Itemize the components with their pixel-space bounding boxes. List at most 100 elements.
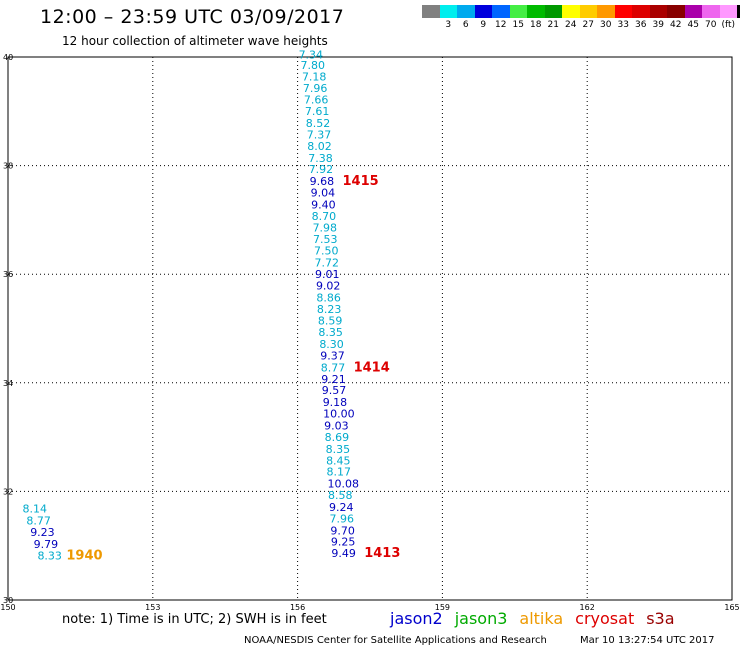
wave-height-value: 7.53 — [313, 233, 338, 246]
wave-height-value: 9.23 — [30, 526, 55, 539]
credit-line: NOAA/NESDIS Center for Satellite Applica… — [244, 635, 547, 646]
wave-height-value: 8.35 — [318, 326, 343, 339]
legend-swatch — [667, 5, 685, 18]
wave-height-value: 7.72 — [314, 257, 339, 270]
wave-height-value: 9.70 — [330, 524, 355, 537]
legend-swatch — [579, 5, 597, 18]
generated-timestamp: Mar 10 13:27:54 UTC 2017 — [580, 635, 715, 646]
wave-height-value: 8.58 — [328, 489, 353, 502]
wave-height-value: 10.08 — [328, 478, 360, 491]
latitude-tick-label: 34 — [3, 379, 13, 388]
wave-height-value: 9.02 — [316, 279, 341, 292]
legend-swatches — [422, 5, 740, 18]
legend-tick-label: 3 — [445, 20, 452, 30]
latitude-tick-label: 36 — [3, 270, 13, 279]
pass-time-label: 1414 — [354, 360, 390, 375]
wave-height-value: 8.02 — [307, 140, 332, 153]
wave-height-value: 8.23 — [317, 303, 342, 316]
wave-height-value: 7.66 — [304, 94, 329, 107]
satellite-cryosat: cryosat — [575, 609, 635, 628]
wave-height-value: 8.69 — [325, 431, 350, 444]
latitude-tick-label: 40 — [3, 53, 13, 62]
wave-height-value: 9.49 — [331, 547, 356, 560]
legend-tick-label: 39 — [652, 20, 664, 30]
pass-time-label: 1415 — [342, 174, 378, 189]
legend-swatch — [649, 5, 667, 18]
latitude-tick-label: 32 — [3, 487, 13, 496]
pass-time-label: 1940 — [66, 548, 102, 563]
legend-tick-label: 27 — [582, 20, 594, 30]
wave-height-value: 8.86 — [316, 291, 341, 304]
map-title: 12:00 – 23:59 UTC 03/09/2017 — [40, 6, 345, 28]
wave-height-value: 9.21 — [321, 373, 346, 386]
legend-tick-label: 45 — [687, 20, 699, 30]
wave-height-value: 9.04 — [311, 187, 336, 200]
longitude-tick-labels: 150 153 156 159 162 165 — [0, 603, 739, 612]
legend-swatch — [562, 5, 580, 18]
legend-tick-label: 36 — [635, 20, 647, 30]
legend-tick-label: 21 — [547, 20, 559, 30]
wave-height-value: 7.18 — [302, 70, 327, 83]
legend-tick-labels: 3 6 9 12 15 18 21 24 27 30 33 36 39 42 45 70 (ft) — [422, 18, 740, 30]
legend-tick-label: 6 — [462, 20, 469, 30]
wave-height-value: 8.35 — [326, 443, 351, 456]
legend-tick-label: 42 — [670, 20, 682, 30]
pass-time-labels: 1415 1414 1413 1940 — [66, 174, 400, 563]
wave-height-value: 9.18 — [323, 396, 348, 409]
wave-height-value: 9.03 — [324, 419, 349, 432]
legend-swatch — [737, 5, 740, 18]
footer-note: note: 1) Time is in UTC; 2) SWH is in fe… — [62, 612, 327, 627]
legend-swatch — [457, 5, 475, 18]
legend-tick-label: 15 — [512, 20, 524, 30]
wave-height-value: 7.38 — [308, 152, 333, 165]
legend-swatch — [509, 5, 527, 18]
wave-height-value: 9.79 — [34, 538, 59, 551]
legend-tick-label: 30 — [600, 20, 612, 30]
wave-height-value: 9.57 — [322, 384, 347, 397]
wave-height-value: 7.61 — [305, 105, 330, 118]
wave-height-value: 7.34 — [299, 49, 324, 62]
wave-height-value: 7.50 — [314, 245, 339, 258]
wave-height-value: 8.45 — [326, 454, 351, 467]
latitude-tick-labels: 40 38 36 34 32 30 — [3, 53, 13, 605]
wave-height-value: 9.01 — [315, 268, 340, 281]
wave-height-value: 9.37 — [320, 349, 345, 362]
wave-height-value: 9.24 — [329, 501, 354, 514]
map-grid — [8, 57, 732, 600]
legend-swatch — [474, 5, 492, 18]
wave-height-value: 8.33 — [37, 549, 62, 562]
wave-height-value: 7.96 — [303, 82, 328, 95]
legend-swatch — [614, 5, 632, 18]
legend-swatch — [632, 5, 650, 18]
wave-height-value: 8.52 — [306, 117, 331, 130]
legend-tick-label: 24 — [565, 20, 577, 30]
satellite-jason2: jason2 — [390, 609, 443, 628]
latitude-tick-label: 38 — [3, 162, 13, 171]
wave-height-value: 9.40 — [311, 198, 336, 211]
wave-height-observations: 7.347.807.187.967.667.618.527.378.027.38… — [22, 49, 359, 563]
longitude-tick-label: 153 — [145, 603, 160, 612]
pass-time-label: 1413 — [364, 546, 400, 561]
satellite-legend: jason2 jason3 altika cryosat s3a — [390, 609, 687, 628]
satellite-altika: altika — [519, 609, 564, 628]
map-subtitle: 12 hour collection of altimeter wave hei… — [62, 34, 328, 48]
wave-height-value: 8.77 — [26, 515, 50, 528]
longitude-tick-label: 156 — [290, 603, 305, 612]
legend-swatch — [597, 5, 615, 18]
longitude-tick-label: 162 — [580, 603, 595, 612]
legend-tick-label: 33 — [617, 20, 629, 30]
wave-height-value: 8.77 — [321, 361, 346, 374]
wave-height-value: 8.17 — [327, 466, 352, 479]
legend-swatch — [684, 5, 702, 18]
color-legend: 3 6 9 12 15 18 21 24 27 30 33 36 39 42 45 70 (ft) — [422, 5, 740, 30]
map-frame — [7, 56, 733, 601]
legend-tick-label: 70 — [705, 20, 717, 30]
wave-height-value: 7.80 — [300, 59, 325, 72]
wave-height-value: 7.96 — [329, 512, 354, 525]
legend-tick-label: 9 — [480, 20, 487, 30]
longitude-tick-label: 165 — [724, 603, 739, 612]
satellite-s3a: s3a — [646, 609, 675, 628]
wave-height-value: 9.68 — [310, 175, 335, 188]
latitude-tick-label: 30 — [3, 596, 13, 605]
